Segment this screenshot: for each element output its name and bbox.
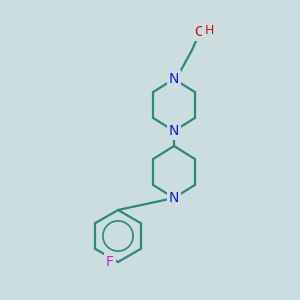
Text: N: N: [169, 72, 179, 86]
Text: N: N: [169, 124, 179, 138]
Text: N: N: [169, 191, 179, 205]
Text: O: O: [195, 25, 206, 39]
Text: F: F: [106, 255, 114, 269]
Text: H: H: [204, 25, 214, 38]
